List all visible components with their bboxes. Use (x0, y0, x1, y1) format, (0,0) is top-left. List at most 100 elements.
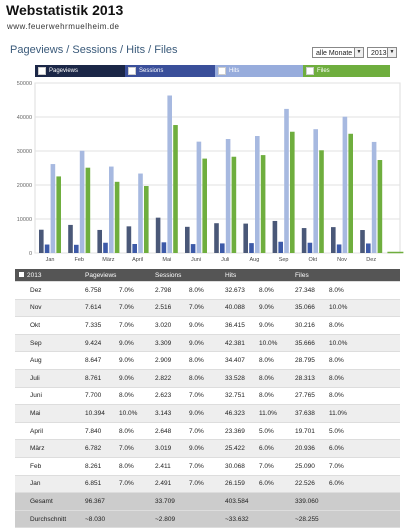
cell-value: 35.666 (295, 339, 315, 347)
bar-hits (79, 150, 85, 253)
cell-value: ~2.809 (155, 515, 176, 523)
cell-percent: 5.0% (329, 427, 344, 435)
cell-group: 6.758 7.0% (85, 287, 155, 294)
table-row: Jan 6.851 7.0% 2.491 7.0% 26.159 6.0% 22.526 6.0… (15, 475, 400, 494)
x-tick-label: Dez (366, 257, 376, 263)
bar-hits (109, 166, 114, 253)
cell-group: 2.623 7.0% (155, 392, 225, 399)
cell-value: 33.709 (155, 497, 175, 505)
cell-value: 42.381 (225, 339, 245, 347)
cell-percent: 8.0% (189, 374, 204, 382)
cell-value: 28.795 (295, 357, 315, 365)
cell-group: 6.851 7.0% (85, 480, 155, 487)
cell-group: 19.701 5.0% (295, 428, 365, 435)
legend-toggle-hits[interactable]: Hits (215, 65, 303, 77)
bar-files (56, 176, 61, 253)
x-tick-label: Feb (74, 257, 83, 263)
y-tick-label: 10000 (17, 217, 32, 223)
cell-value: 23.369 (225, 427, 245, 435)
cell-value: 2.411 (155, 462, 171, 470)
legend-label: Files (317, 68, 330, 74)
cell-percent: 9.0% (189, 339, 204, 347)
cell-percent: 7.0% (259, 462, 274, 470)
cell-value: 33.528 (225, 374, 245, 382)
cell-value: 3.020 (155, 321, 172, 329)
cell-group: 20.936 6.0% (295, 445, 365, 452)
months-select[interactable]: alle Monate ▼ (312, 47, 364, 58)
cell-percent: 9.0% (189, 445, 204, 453)
cell-group: 2.648 7.0% (155, 428, 225, 435)
cell-group: 3.020 9.0% (155, 322, 225, 329)
cell-percent: 7.0% (189, 427, 204, 435)
bar-pageviews (126, 226, 132, 253)
cell-value: ~28.255 (295, 515, 319, 523)
cell-percent: 10.0% (259, 339, 278, 347)
table-row: Sep 9.424 9.0% 3.309 9.0% 42.381 10.0% 35.666 10… (15, 334, 400, 353)
cell-value: 96.367 (85, 497, 105, 505)
cell-label: Okt (30, 321, 41, 329)
cell-label: Juni (30, 392, 42, 400)
legend-toggle-files[interactable]: Files (303, 65, 390, 77)
cell-group: 8.647 9.0% (85, 357, 155, 364)
legend-toggle-sessions[interactable]: Sessions (125, 65, 215, 77)
cell-label: Gesamt (30, 497, 53, 505)
y-tick-label: 40000 (17, 115, 32, 121)
bar-hits (50, 164, 56, 253)
cell-percent: 7.0% (119, 286, 134, 294)
cell-value: 7.840 (85, 427, 102, 435)
cell-value: 37.638 (295, 409, 315, 417)
table-row: Nov 7.614 7.0% 2.516 7.0% 40.088 9.0% 35.066 10.… (15, 299, 400, 318)
cell-percent: 7.0% (119, 445, 134, 453)
cell-group: 27.348 8.0% (295, 287, 365, 294)
cell-group: 3.309 9.0% (155, 340, 225, 347)
bar-pageviews (214, 223, 219, 253)
cell-group: 36.415 9.0% (225, 322, 295, 329)
bar-hits (167, 95, 172, 253)
cell-value: 36.415 (225, 321, 245, 329)
x-tick-label: Juni (191, 257, 201, 263)
cell-value: 2.648 (155, 427, 172, 435)
cell-percent: 8.0% (119, 427, 134, 435)
cell-percent: 8.0% (259, 374, 274, 382)
cell-group: ~2.809 (155, 516, 225, 523)
cell-group: 2.909 8.0% (155, 357, 225, 364)
bar-files (85, 167, 91, 253)
checkbox-icon (128, 67, 136, 75)
cell-value: 26.159 (225, 480, 245, 488)
cell-value: 19.701 (295, 427, 315, 435)
cell-percent: 8.0% (329, 374, 344, 382)
cell-percent: 8.0% (119, 462, 134, 470)
bar-sessions (103, 242, 108, 253)
bar-sessions (307, 242, 313, 253)
cell-percent: 6.0% (259, 445, 274, 453)
bar-hits (225, 139, 231, 253)
x-tick-label: April (132, 257, 143, 263)
cell-group: 2.491 7.0% (155, 480, 225, 487)
bar-files (202, 158, 207, 253)
header-pageviews: Pageviews (85, 271, 117, 279)
cell-value: 35.066 (295, 304, 315, 312)
year-select[interactable]: 2013 ▼ (367, 47, 397, 58)
cell-value: 7.335 (85, 321, 102, 329)
bar-sessions (366, 243, 371, 253)
cell-label: Nov (30, 304, 42, 312)
bar-hits (284, 108, 289, 253)
cell-label: Jan (30, 480, 41, 488)
checkbox-icon (19, 271, 24, 277)
cell-value: 6.851 (85, 480, 102, 488)
site-url: www.feuerwehrmuelheim.de (7, 22, 120, 31)
table-row: Feb 8.261 8.0% 2.411 7.0% 30.068 7.0% 25.090 7.0… (15, 458, 400, 476)
y-tick-label: 20000 (17, 183, 32, 189)
cell-percent: 7.0% (189, 462, 204, 470)
cell-percent: 11.0% (259, 409, 277, 417)
cell-group: 30.216 8.0% (295, 322, 365, 329)
cell-group: 33.709 (155, 498, 225, 505)
cell-value: 2.623 (155, 392, 172, 400)
bar-sessions (220, 243, 225, 253)
months-select-value: alle Monate (316, 50, 353, 57)
cell-group: 3.143 9.0% (155, 410, 225, 417)
legend-toggle-pageviews[interactable]: Pageviews (35, 65, 125, 77)
cell-group: 10.394 10.0% (85, 410, 155, 417)
cell-percent: 8.0% (329, 321, 344, 329)
y-tick-label: 50000 (17, 81, 32, 87)
